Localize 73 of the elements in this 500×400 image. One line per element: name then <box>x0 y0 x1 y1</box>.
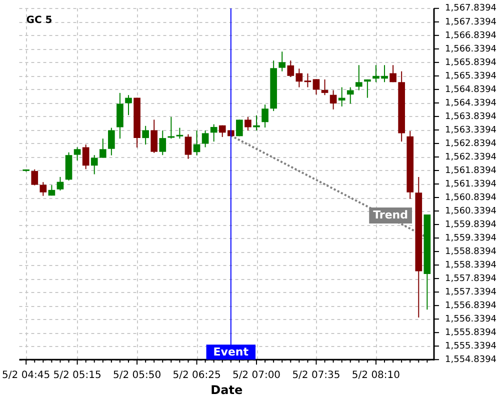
y-tick-label: 1,566.3394 <box>445 44 497 54</box>
candlestick <box>40 182 47 196</box>
annotation: Event <box>213 345 249 358</box>
y-tick-label: 1,563.3394 <box>445 125 497 136</box>
candlestick <box>210 124 218 142</box>
candlestick <box>108 127 115 156</box>
candlestick <box>150 119 158 154</box>
y-tick-label: 1,560.3394 <box>445 206 497 216</box>
candlestick <box>364 78 371 98</box>
candlestick <box>312 78 320 96</box>
y-tick-label: 1,555.8394 <box>445 328 497 338</box>
x-tick-label: 5/2 06:25 <box>172 370 221 382</box>
y-tick-label: 1,563.8394 <box>445 112 497 122</box>
candlestick <box>236 119 243 137</box>
candlestick <box>56 176 64 191</box>
y-tick-label: 1,567.8394 <box>445 4 497 14</box>
y-tick-label: 1,561.8394 <box>445 166 497 176</box>
x-axis-title: Date <box>210 382 243 397</box>
y-tick-label: 1,567.3394 <box>445 17 497 28</box>
x-tick-label: 5/2 08:10 <box>352 370 400 382</box>
candlestick <box>262 104 268 128</box>
candlestick <box>159 130 166 156</box>
y-tick-label: 1,566.8394 <box>445 30 497 41</box>
y-tick-label: 1,558.3394 <box>445 260 497 270</box>
text: GC 5 <box>26 14 52 26</box>
candlestick <box>338 86 346 107</box>
candlestick <box>287 60 294 78</box>
x-tick-label: 5/2 04:45 <box>2 370 50 382</box>
y-tick-label: 1,564.3394 <box>445 98 497 108</box>
y-tick-label: 1,560.8394 <box>445 192 497 203</box>
y-tick-label: 1,557.3394 <box>445 287 497 298</box>
y-tick-label: 1,565.8394 <box>445 58 497 68</box>
y-tick-label: 1,561.3394 <box>445 179 497 190</box>
candlestick <box>82 144 90 170</box>
y-tick-label: 1,559.3394 <box>445 233 497 244</box>
series-label: Trend <box>373 208 408 222</box>
candlestick <box>355 64 362 91</box>
y-tick-label: 1,558.8394 <box>445 246 497 257</box>
y-tick-label: 1,565.3394 <box>445 71 497 82</box>
y-tick-label: 1,554.8394 <box>445 354 497 365</box>
candlestick <box>346 86 354 104</box>
candlestick <box>116 92 124 140</box>
x-tick-label: 5/2 07:00 <box>232 370 281 382</box>
y-tick-label: 1,556.3394 <box>445 314 497 324</box>
candlestick <box>99 138 106 158</box>
candlestick <box>31 168 38 186</box>
y-tick-label: 1,562.3394 <box>445 152 497 162</box>
candlestick <box>142 125 149 146</box>
x-tick-label: 5/2 05:50 <box>112 370 162 382</box>
candlestick <box>74 146 81 161</box>
candlestick <box>168 116 175 140</box>
y-tick-label: 1,557.8394 <box>445 274 497 284</box>
candlestick <box>304 72 312 88</box>
candlestick <box>296 68 303 88</box>
candlestick <box>330 90 337 110</box>
x-tick-label: 5/2 05:15 <box>53 370 102 382</box>
candlestick <box>176 127 184 140</box>
candlestick <box>184 134 192 160</box>
candlestick <box>244 116 252 131</box>
candlestick <box>125 94 132 116</box>
y-tick-label: 1,559.8394 <box>445 220 497 230</box>
candlestick <box>278 51 286 72</box>
candlestick <box>193 130 200 156</box>
y-tick-label: 1,562.8394 <box>445 138 497 149</box>
candlestick <box>90 154 98 175</box>
x-tick-label: 5/2 07:35 <box>292 370 340 382</box>
candlestick <box>321 78 328 96</box>
y-tick-label: 1,556.8394 <box>445 300 497 311</box>
y-tick-label: 1,555.3394 <box>445 341 497 352</box>
candlestick <box>202 130 209 148</box>
y-tick-label: 1,564.8394 <box>445 84 497 95</box>
candlestick <box>390 64 396 83</box>
candlestick <box>253 114 260 131</box>
